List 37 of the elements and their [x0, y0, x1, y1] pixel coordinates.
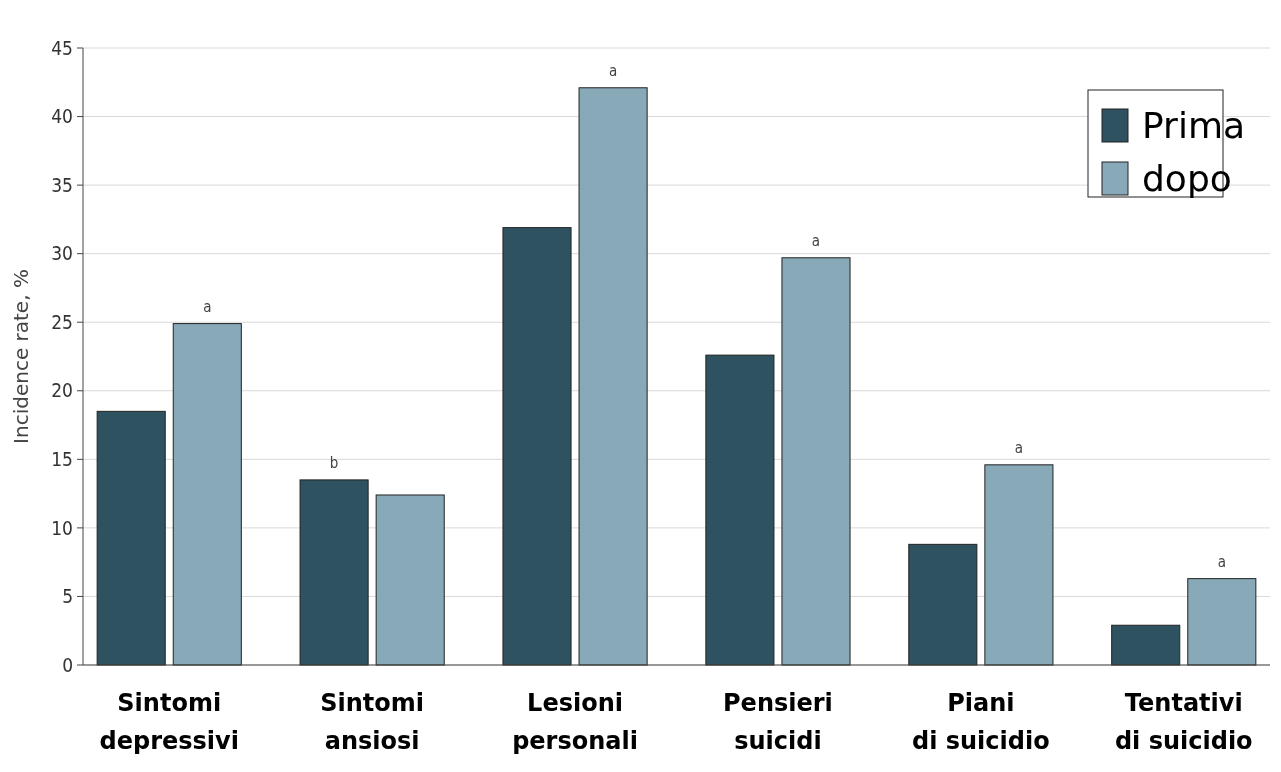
- y-tick-label: 45: [51, 36, 73, 59]
- legend-label: Prima: [1142, 105, 1246, 146]
- bar: [578, 87, 648, 666]
- y-tick-label: 5: [62, 585, 73, 608]
- y-tick-label: 25: [51, 310, 73, 333]
- x-tick-label: Lesioni personali: [512, 689, 638, 755]
- bar: [172, 323, 242, 666]
- bar: [375, 494, 445, 666]
- x-tick-label: Pensieri suicidi: [723, 689, 833, 755]
- annotation: a: [1014, 438, 1024, 457]
- bar: [96, 410, 166, 666]
- bar: [299, 479, 369, 666]
- annotation: a: [1217, 552, 1226, 571]
- bar: [984, 464, 1054, 666]
- x-tick-label: Tentativi di suicidio: [1114, 689, 1253, 755]
- y-axis-title: Incidence rate, %: [9, 269, 33, 444]
- bar: [1111, 624, 1181, 666]
- bar: [908, 543, 978, 666]
- annotation: a: [608, 61, 618, 80]
- x-tick-label: Sintomi ansiosi: [320, 689, 425, 755]
- y-tick-label: 15: [51, 447, 73, 470]
- x-tick-label: Sintomi depressivi: [99, 689, 239, 755]
- y-tick-label: 40: [51, 105, 73, 128]
- legend-label: dopo: [1142, 158, 1232, 199]
- annotation: a: [203, 297, 212, 316]
- bar: [1187, 578, 1257, 666]
- bar: [502, 227, 572, 666]
- annotation: b: [329, 453, 339, 472]
- y-tick-label: 35: [51, 173, 73, 196]
- annotation: a: [811, 231, 821, 250]
- y-tick-label: 20: [51, 379, 73, 402]
- y-tick-label: 30: [51, 242, 73, 265]
- y-tick-label: 10: [51, 516, 73, 539]
- bar: [781, 257, 851, 666]
- x-tick-label: Piani di suicidio: [912, 689, 1050, 755]
- y-tick-label: 0: [62, 653, 73, 676]
- bar: [705, 354, 775, 666]
